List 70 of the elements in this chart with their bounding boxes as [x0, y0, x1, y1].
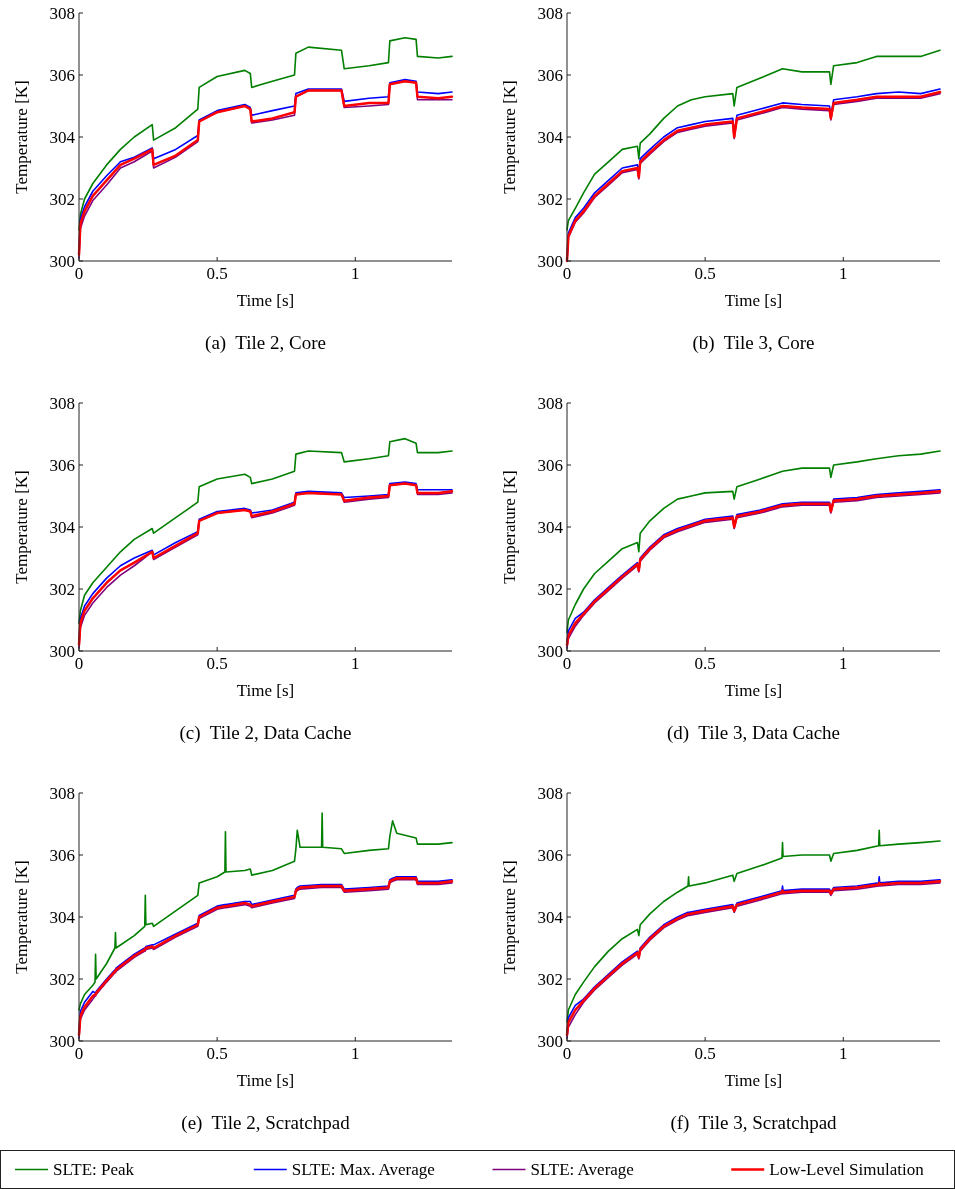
y-tick-label: 300: [49, 641, 75, 661]
legend-label: SLTE: Peak: [53, 1160, 135, 1180]
x-tick-label: 0.5: [694, 654, 716, 673]
x-tick-label: 1: [351, 654, 360, 673]
x-tick-label: 0: [562, 654, 572, 673]
y-axis-title: Temperature [K]: [12, 860, 31, 974]
y-tick-label: 300: [537, 1031, 563, 1051]
y-tick-label: 302: [537, 579, 563, 599]
y-axis-title: Temperature [K]: [12, 80, 31, 194]
x-tick-label: 0: [74, 1044, 84, 1063]
text: (a) Tile 2, Core: [205, 332, 326, 354]
x-tick-label: 1: [839, 264, 848, 283]
y-tick-label: 308: [49, 393, 75, 413]
y-tick-label: 300: [49, 1031, 75, 1051]
y-tick-label: 308: [537, 3, 563, 23]
y-tick-label: 300: [537, 641, 563, 661]
text: (d) Tile 3, Data Cache: [666, 722, 841, 744]
text: (b) Tile 3, Core: [692, 332, 815, 354]
x-axis-title: Time [s]: [724, 1071, 783, 1090]
text: (f) Tile 3, Scratchpad: [670, 1112, 838, 1134]
x-tick-label: 0.5: [206, 264, 228, 283]
y-tick-label: 302: [49, 969, 75, 989]
x-tick-label: 0.5: [206, 654, 228, 673]
y-tick-label: 302: [49, 189, 75, 209]
y-tick-label: 308: [49, 783, 75, 803]
y-tick-label: 306: [49, 845, 75, 865]
x-tick-label: 0: [74, 264, 84, 283]
y-tick-label: 304: [49, 517, 76, 537]
y-tick-label: 300: [49, 251, 75, 271]
y-tick-label: 306: [537, 845, 563, 865]
x-tick-label: 0.5: [206, 1044, 228, 1063]
y-tick-label: 306: [537, 65, 563, 85]
y-tick-label: 300: [537, 251, 563, 271]
x-tick-label: 1: [351, 1044, 360, 1063]
y-tick-label: 302: [537, 969, 563, 989]
y-tick-label: 304: [49, 127, 76, 147]
legend-label: Low-Level Simulation: [769, 1160, 925, 1180]
legend-label: SLTE: Average: [530, 1160, 634, 1180]
x-tick-label: 1: [351, 264, 360, 283]
x-axis-title: Time [s]: [236, 681, 295, 700]
y-axis-title: Temperature [K]: [500, 860, 519, 974]
y-tick-label: 302: [49, 579, 75, 599]
x-tick-label: 0.5: [694, 264, 716, 283]
y-tick-label: 304: [49, 907, 76, 927]
y-tick-label: 304: [537, 127, 564, 147]
legend-label: SLTE: Max. Average: [291, 1160, 435, 1180]
y-axis-title: Temperature [K]: [500, 470, 519, 584]
x-axis-title: Time [s]: [236, 1071, 295, 1090]
y-tick-label: 308: [49, 3, 75, 23]
y-tick-label: 304: [537, 517, 564, 537]
y-tick-label: 306: [49, 455, 75, 475]
x-axis-title: Time [s]: [724, 681, 783, 700]
x-tick-label: 1: [839, 1044, 848, 1063]
x-tick-label: 1: [839, 654, 848, 673]
x-tick-label: 0: [562, 1044, 572, 1063]
y-tick-label: 308: [537, 393, 563, 413]
y-tick-label: 302: [537, 189, 563, 209]
text: (e) Tile 2, Scratchpad: [181, 1112, 351, 1134]
y-tick-label: 306: [537, 455, 563, 475]
x-tick-label: 0: [562, 264, 572, 283]
text: (c) Tile 2, Data Cache: [179, 722, 352, 744]
x-tick-label: 0: [74, 654, 84, 673]
y-axis-title: Temperature [K]: [500, 80, 519, 194]
y-axis-title: Temperature [K]: [12, 470, 31, 584]
x-axis-title: Time [s]: [724, 291, 783, 310]
x-axis-title: Time [s]: [236, 291, 295, 310]
y-tick-label: 304: [537, 907, 564, 927]
y-tick-label: 306: [49, 65, 75, 85]
x-tick-label: 0.5: [694, 1044, 716, 1063]
y-tick-label: 308: [537, 783, 563, 803]
